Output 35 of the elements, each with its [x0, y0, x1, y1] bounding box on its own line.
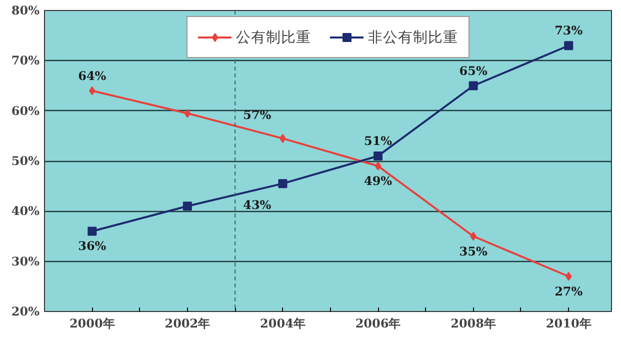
data-label: 65% [459, 64, 488, 78]
x-tick-label: 2000年 [69, 316, 115, 330]
data-label: 35% [459, 244, 488, 258]
x-tick-label: 2002年 [164, 316, 210, 330]
y-tick-label: 30% [11, 254, 40, 268]
legend-label: 公有制比重 [236, 28, 311, 46]
y-tick-label: 80% [11, 4, 40, 18]
data-label: 73% [554, 24, 584, 38]
legend-label: 非公有制比重 [368, 28, 458, 46]
x-tick-label: 2006年 [355, 316, 401, 330]
x-tick-label: 2004年 [260, 316, 306, 330]
x-tick-label: 2010年 [546, 316, 592, 330]
y-tick-label: 20% [11, 304, 40, 318]
y-tick-label: 70% [11, 54, 40, 68]
point [278, 179, 288, 188]
annotation: 43% [243, 198, 272, 212]
data-label: 27% [554, 284, 584, 298]
point [374, 151, 383, 160]
data-label: 64% [78, 68, 107, 83]
point [184, 108, 191, 118]
y-tick-label: 50% [11, 154, 40, 168]
data-label: 49% [364, 174, 393, 188]
point [564, 41, 574, 50]
x-tick-label: 2008年 [450, 316, 496, 330]
data-label: 51% [364, 134, 393, 148]
y-tick-label: 60% [11, 104, 40, 118]
point [88, 226, 97, 236]
point [88, 86, 96, 96]
data-label: 36% [78, 239, 107, 254]
y-tick-label: 40% [11, 204, 40, 218]
point [182, 202, 192, 211]
point [468, 81, 478, 90]
point [565, 272, 572, 281]
annotation: 57% [243, 108, 272, 122]
point [374, 162, 382, 171]
